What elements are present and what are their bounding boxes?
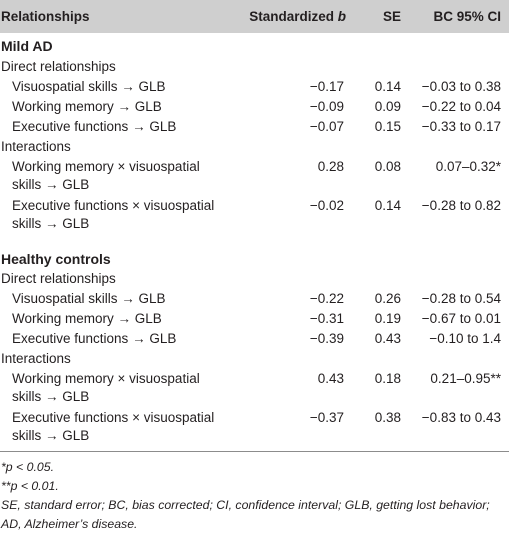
row-se: 0.26	[374, 291, 401, 306]
table-row: Executive functions → GLB −0.07 0.15 −0.…	[0, 117, 509, 137]
row-se: 0.09	[374, 99, 401, 114]
header-standardized-text: Standardized	[249, 9, 338, 24]
row-label: Working memory × visuospatial skills → GL…	[0, 157, 226, 196]
row-label-line1: Executive functions × visuospatial	[12, 410, 215, 425]
row-b: −0.39	[309, 331, 344, 346]
row-se: 0.18	[374, 371, 401, 386]
group-row-healthy-controls: Healthy controls	[0, 249, 509, 269]
row-label-line2: skills → GLB	[12, 428, 90, 443]
section-title: Direct relationships	[1, 271, 116, 286]
row-label: Executive functions → GLB	[12, 331, 177, 346]
row-label: Working memory → GLB	[12, 311, 162, 326]
row-ci: −0.10 to 1.4	[429, 331, 501, 346]
row-b: −0.17	[309, 79, 344, 94]
footnote-p05: *p < 0.05.	[1, 460, 54, 474]
row-label-line2: skills → GLB	[12, 389, 90, 404]
row-b: −0.22	[309, 291, 344, 306]
row-se: 0.08	[374, 159, 401, 174]
row-label: Visuospatial skills → GLB	[12, 79, 166, 94]
row-ci: −0.83 to 0.43	[405, 408, 509, 452]
header-ci: BC 95% CI	[405, 0, 509, 33]
row-se: 0.14	[374, 198, 401, 213]
table-row: Working memory × visuospatial skills → GL…	[0, 369, 509, 408]
row-b: −0.09	[309, 99, 344, 114]
section-title: Interactions	[1, 139, 71, 154]
header-relationships: Relationships	[0, 0, 226, 33]
table-row: Executive functions × visuospatial skills…	[0, 196, 509, 235]
row-b: 0.43	[317, 371, 344, 386]
row-label-line2: skills → GLB	[12, 216, 90, 231]
row-ci: 0.07–0.32*	[435, 159, 501, 174]
section-row: Direct relationships	[0, 269, 509, 289]
row-ci: −0.22 to 0.04	[421, 99, 501, 114]
table-row: Executive functions × visuospatial skills…	[0, 408, 509, 452]
row-label: Visuospatial skills → GLB	[12, 291, 166, 306]
row-se: 0.38	[350, 408, 405, 452]
row-label: Executive functions × visuospatial skills…	[0, 196, 226, 235]
row-se: 0.15	[374, 119, 401, 134]
section-row: Interactions	[0, 349, 509, 369]
row-b: −0.37	[226, 408, 350, 452]
results-table: Relationships Standardized b SE BC 95% C…	[0, 0, 509, 452]
section-title: Interactions	[1, 351, 71, 366]
row-b: −0.31	[309, 311, 344, 326]
row-ci: −0.67 to 0.01	[421, 311, 501, 326]
group-row-mild-ad: Mild AD	[0, 33, 509, 57]
section-title: Direct relationships	[1, 59, 116, 74]
row-b: −0.07	[309, 119, 344, 134]
header-standardized-b: Standardized b	[226, 0, 350, 33]
section-row: Direct relationships	[0, 57, 509, 77]
table-row: Visuospatial skills → GLB −0.17 0.14 −0.…	[0, 77, 509, 97]
section-row: Interactions	[0, 137, 509, 157]
table-footnotes: *p < 0.05. **p < 0.01. SE, standard erro…	[0, 452, 509, 534]
group-title: Mild AD	[1, 38, 53, 54]
header-b-symbol: b	[337, 9, 346, 24]
row-ci: −0.28 to 0.82	[421, 198, 501, 213]
row-b: −0.02	[309, 198, 344, 213]
table-row: Working memory → GLB −0.31 0.19 −0.67 to…	[0, 309, 509, 329]
row-label: Executive functions × visuospatial skills…	[0, 408, 226, 452]
group-title: Healthy controls	[1, 251, 111, 267]
footnote-abbreviations: SE, standard error; BC, bias corrected; …	[1, 498, 490, 531]
table-row: Working memory → GLB −0.09 0.09 −0.22 to…	[0, 97, 509, 117]
row-ci: 0.21–0.95**	[430, 371, 501, 386]
group-spacer	[0, 235, 509, 249]
table-row: Visuospatial skills → GLB −0.22 0.26 −0.…	[0, 289, 509, 309]
row-label-line1: Working memory × visuospatial	[12, 159, 200, 174]
row-label: Working memory → GLB	[12, 99, 162, 114]
row-se: 0.43	[374, 331, 401, 346]
table-row: Executive functions → GLB −0.39 0.43 −0.…	[0, 329, 509, 349]
row-ci: −0.28 to 0.54	[421, 291, 501, 306]
row-label: Executive functions → GLB	[12, 119, 177, 134]
header-se: SE	[350, 0, 405, 33]
row-label-line1: Executive functions × visuospatial	[12, 198, 215, 213]
header-row: Relationships Standardized b SE BC 95% C…	[0, 0, 509, 33]
footnote-p01: **p < 0.01.	[1, 479, 59, 493]
row-ci: −0.03 to 0.38	[421, 79, 501, 94]
row-label-line1: Working memory × visuospatial	[12, 371, 200, 386]
row-ci: −0.33 to 0.17	[421, 119, 501, 134]
row-se: 0.14	[374, 79, 401, 94]
table-row: Working memory × visuospatial skills → GL…	[0, 157, 509, 196]
row-label: Working memory × visuospatial skills → GL…	[0, 369, 226, 408]
row-b: 0.28	[317, 159, 344, 174]
row-label-line2: skills → GLB	[12, 177, 90, 192]
row-se: 0.19	[374, 311, 401, 326]
